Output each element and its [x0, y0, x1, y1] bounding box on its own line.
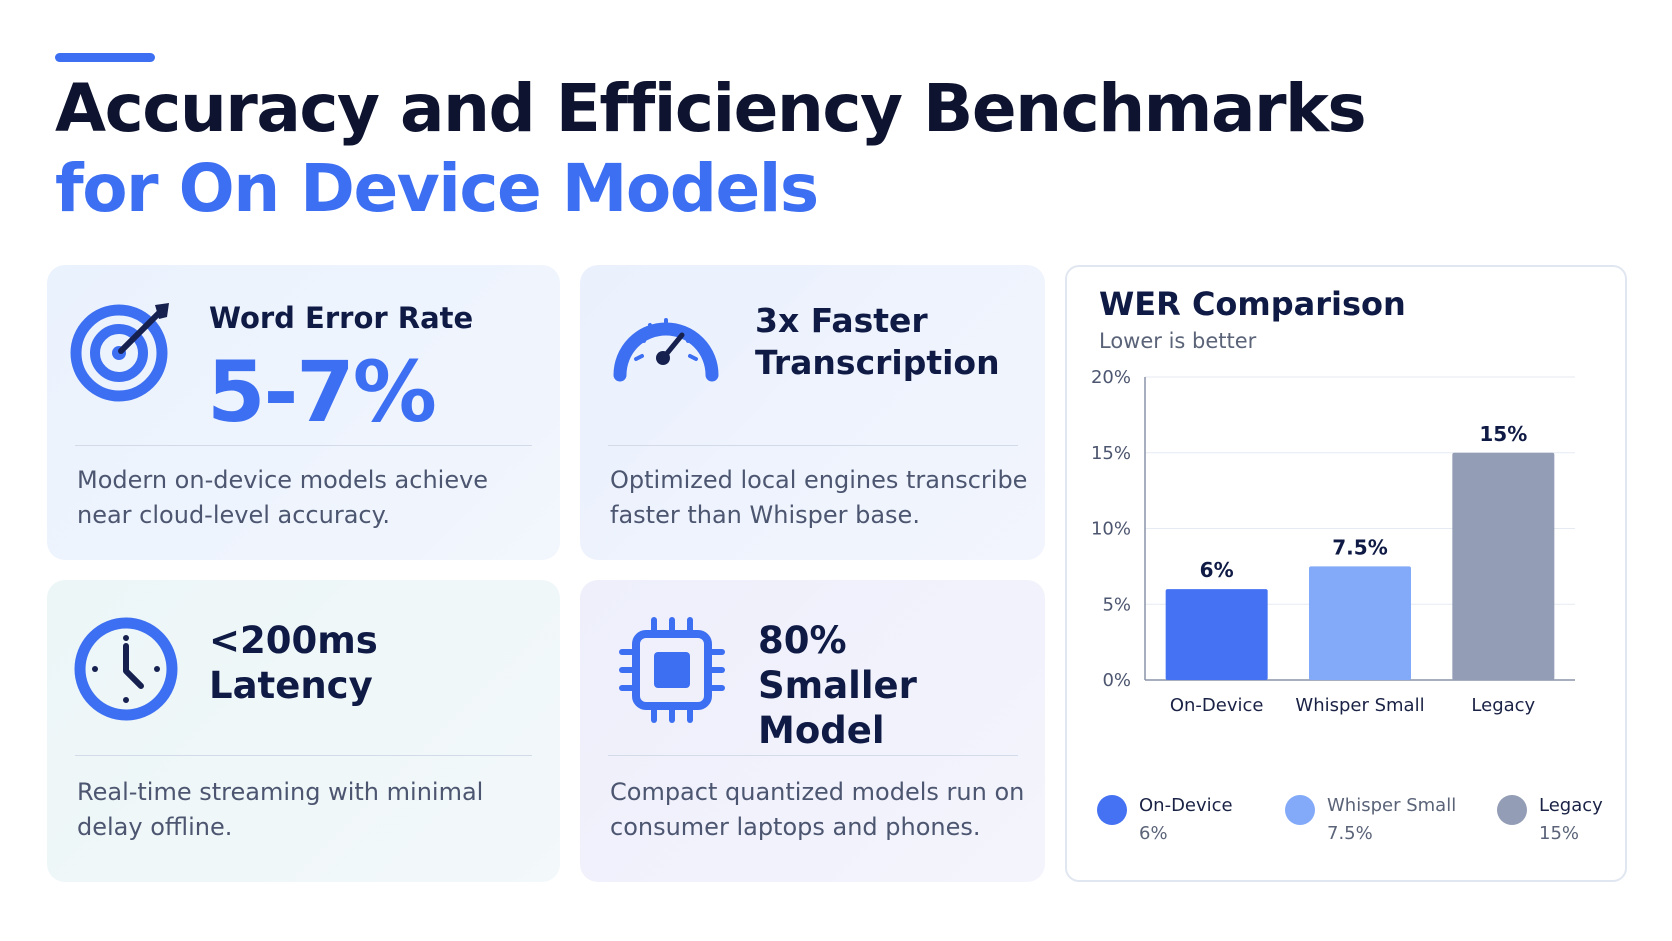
- card-title: <200ms Latency: [209, 619, 378, 707]
- legend-swatch: [1285, 795, 1315, 825]
- legend-value: 7.5%: [1327, 823, 1373, 844]
- legend-value: 6%: [1139, 823, 1168, 844]
- clock-icon: [74, 617, 178, 721]
- card-description: Real-time streaming with minimal delay o…: [77, 778, 484, 841]
- page-title-highlight: for On Device Models: [55, 150, 819, 227]
- card-faster-transcription: 3x Faster Transcription Optimized local …: [580, 265, 1045, 560]
- speedometer-icon: [613, 318, 719, 382]
- legend-label: Legacy: [1539, 795, 1603, 816]
- bar-data-label: 15%: [1479, 422, 1527, 446]
- chart-subtitle: Lower is better: [1099, 329, 1257, 353]
- x-tick-label: Whisper Small: [1295, 695, 1424, 716]
- x-tick-label: On-Device: [1170, 695, 1264, 716]
- card-divider: [608, 445, 1018, 446]
- bar-data-label: 7.5%: [1332, 535, 1387, 559]
- card-title: 3x Faster Transcription: [755, 301, 1000, 382]
- y-tick-label: 0%: [1102, 670, 1131, 691]
- legend-label: On-Device: [1139, 795, 1233, 816]
- card-word-error-rate: Word Error Rate 5-7% Modern on-device mo…: [47, 265, 560, 560]
- card-description: Compact quantized models run on consumer…: [610, 778, 1025, 841]
- wer-comparison-chart: WER Comparison Lower is better 0% 5% 10% 15…: [1065, 265, 1627, 882]
- legend-swatch: [1097, 795, 1127, 825]
- title-accent-bar: [55, 53, 155, 62]
- card-title: 80% Smaller Model: [758, 619, 917, 752]
- card-label: Word Error Rate: [209, 301, 474, 335]
- card-divider: [75, 445, 532, 446]
- y-tick-label: 10%: [1091, 519, 1131, 540]
- card-smaller-model: 80% Smaller Model Compact quantized mode…: [580, 580, 1045, 882]
- y-tick-label: 20%: [1091, 367, 1131, 388]
- chart-title: WER Comparison: [1099, 285, 1406, 323]
- card-latency: <200ms Latency Real-time streaming with …: [47, 580, 560, 882]
- bar-on-device: [1165, 589, 1268, 680]
- target-icon: [70, 303, 169, 402]
- card-divider: [75, 755, 532, 756]
- card-metric-value: 5-7%: [207, 343, 437, 441]
- legend-value: 15%: [1539, 823, 1580, 844]
- card-description: Optimized local engines transcribe faste…: [610, 466, 1028, 529]
- chip-icon: [619, 617, 725, 723]
- page-title: Accuracy and Efficiency Benchmarks: [55, 70, 1367, 147]
- bar-data-label: 6%: [1200, 558, 1234, 582]
- legend-swatch: [1497, 795, 1527, 825]
- card-divider: [608, 755, 1018, 756]
- card-description: Modern on-device models achieve near clo…: [77, 466, 489, 529]
- legend-label: Whisper Small: [1327, 795, 1457, 816]
- y-tick-label: 5%: [1102, 594, 1131, 615]
- bar-chart-plot: 0% 5% 10% 15% 20% 6% On-Device 7.5% Whisper Smal…: [1091, 367, 1575, 716]
- bar-legacy: [1452, 452, 1555, 680]
- bar-whisper-small: [1309, 566, 1411, 680]
- x-tick-label: Legacy: [1471, 695, 1535, 716]
- y-tick-label: 15%: [1091, 443, 1131, 464]
